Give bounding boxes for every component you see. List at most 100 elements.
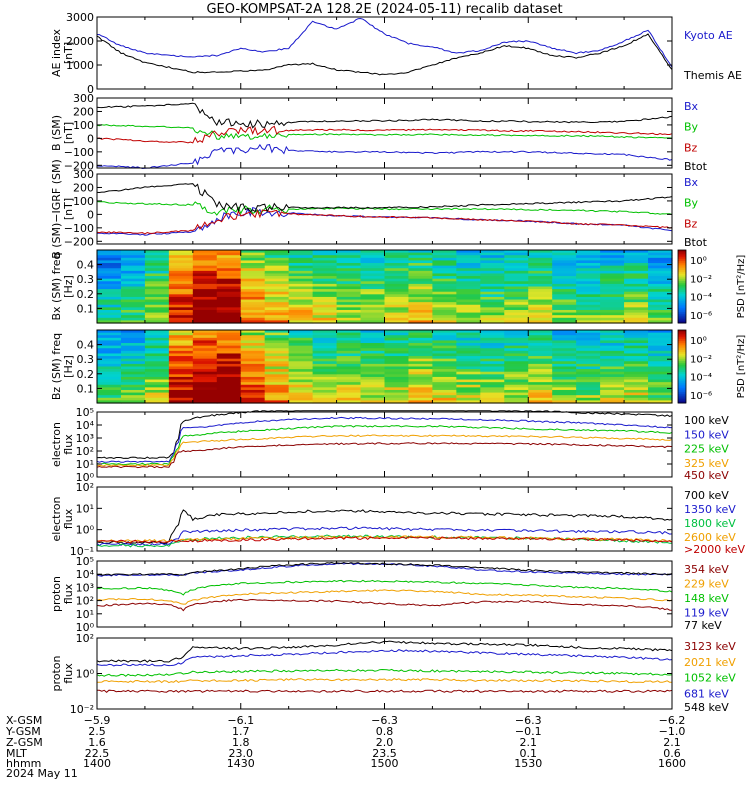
heatmap-cell [456, 307, 481, 311]
heatmap-cell [384, 309, 410, 314]
heatmap-cell [504, 278, 529, 282]
heatmap-cell [624, 356, 649, 360]
heatmap-cell [504, 281, 529, 285]
heatmap-cell [97, 299, 122, 303]
heatmap-cell [528, 343, 553, 347]
heatmap-cell [552, 400, 577, 404]
heatmap-cell [360, 363, 386, 368]
heatmap-cell [360, 283, 386, 288]
heatmap-cell [97, 309, 122, 314]
heatmap-cell [432, 296, 457, 301]
heatmap-cell [97, 257, 122, 262]
heatmap-cell [336, 350, 362, 355]
heatmap-cell [120, 353, 146, 357]
ephemeris-value: −6.1 [227, 714, 254, 727]
heatmap-cell [97, 389, 122, 394]
heatmap-cell [264, 309, 290, 314]
heatmap-cell [480, 294, 505, 298]
heatmap-cell [288, 358, 314, 362]
heatmap-cell [216, 350, 242, 355]
colorbar-swatch [678, 268, 686, 271]
heatmap-cell [312, 358, 338, 362]
heatmap-cell [480, 343, 505, 347]
heatmap-cell [504, 294, 529, 298]
heatmap-cell [528, 382, 553, 386]
heatmap-cell [432, 291, 457, 295]
heatmap-cell [264, 389, 290, 394]
heatmap-cell [456, 395, 481, 399]
heatmap-cell [480, 389, 505, 394]
heatmap-cell [600, 356, 625, 360]
heatmap-cell [504, 252, 529, 256]
heatmap-cell [360, 348, 386, 352]
heatmap-cell [97, 366, 122, 370]
heatmap-cell [504, 315, 529, 319]
heatmap-cell [552, 296, 577, 301]
heatmap-cell [504, 350, 529, 355]
heatmap-cell [552, 389, 577, 394]
heatmap-cell [97, 369, 122, 373]
heatmap-cell [288, 270, 314, 275]
heatmap-cell [408, 260, 434, 264]
heatmap-cell [216, 366, 242, 370]
y-tick-label: 10⁰ [76, 524, 95, 537]
heatmap-cell [648, 374, 673, 378]
heatmap-cell [600, 260, 625, 264]
heatmap-cell [384, 317, 410, 321]
series-line-681-kev [96, 649, 673, 667]
heatmap-cell [288, 374, 314, 378]
heatmap-cell [120, 265, 146, 269]
heatmap-cell [576, 291, 601, 295]
heatmap-cell [264, 353, 290, 357]
y-tick-label: 0.4 [77, 339, 95, 352]
y-tick-label: 10⁻² [70, 703, 94, 716]
heatmap-cell [384, 296, 410, 301]
heatmap-cell [528, 384, 553, 388]
heatmap-cell [336, 376, 362, 381]
heatmap-cell [168, 296, 194, 301]
heatmap-cell [648, 363, 673, 368]
heatmap-cell [168, 363, 194, 368]
heatmap-cell [120, 252, 146, 256]
heatmap-cell [336, 395, 362, 399]
heatmap-cell [360, 330, 386, 334]
heatmap-cell [600, 369, 625, 373]
heatmap-cell [408, 296, 434, 301]
heatmap-cell [384, 304, 410, 308]
y-axis-label: proton [50, 576, 63, 612]
heatmap-cell [504, 268, 529, 272]
heatmap-cell [480, 320, 505, 324]
heatmap-cell [288, 320, 314, 324]
heatmap-cell [456, 384, 481, 388]
heatmap-cell [168, 283, 194, 288]
heatmap-cell [432, 363, 457, 368]
y-axis-label: electron [50, 497, 63, 542]
heatmap-cell [312, 255, 338, 259]
heatmap-cell [552, 302, 577, 306]
heatmap-cell [384, 350, 410, 355]
heatmap-cell [120, 296, 146, 301]
y-tick-label: 10² [76, 445, 94, 458]
heatmap-cell [216, 257, 242, 262]
heatmap-cell [648, 332, 673, 336]
heatmap-cell [168, 335, 194, 339]
heatmap-cell [312, 350, 338, 355]
y-tick-label: 300 [73, 168, 94, 181]
heatmap-cell [504, 302, 529, 306]
heatmap-cell [360, 278, 386, 282]
heatmap-cell [504, 260, 529, 264]
heatmap-cell [360, 335, 386, 339]
colorbar-tick-label: 10⁰ [690, 256, 707, 267]
heatmap-cell [528, 268, 553, 272]
heatmap-cell [504, 392, 529, 396]
y-tick-label: 10² [76, 481, 94, 494]
y-tick-label: 0.1 [77, 302, 95, 315]
heatmap-cell [480, 330, 505, 334]
heatmap-cell [624, 257, 649, 262]
heatmap-cell [264, 286, 290, 290]
heatmap-cell [216, 278, 242, 282]
heatmap-cell [432, 317, 457, 321]
heatmap-cell [480, 309, 505, 314]
y-tick-label: 10⁰ [76, 668, 95, 681]
colorbar-swatch [678, 279, 686, 282]
